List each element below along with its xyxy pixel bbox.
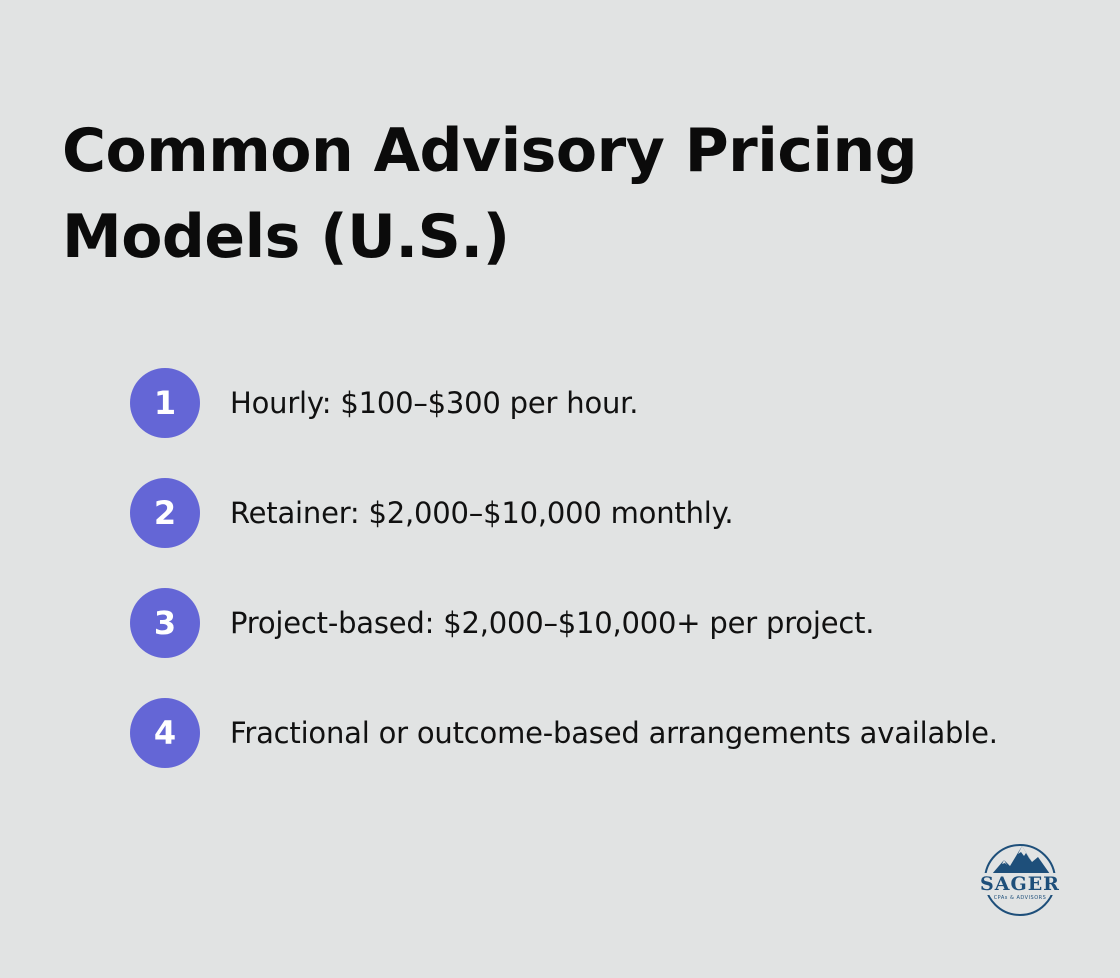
number-badge: 4 bbox=[130, 698, 200, 768]
list-item: 4 Fractional or outcome-based arrangemen… bbox=[130, 698, 998, 768]
list-item: 2 Retainer: $2,000–$10,000 monthly. bbox=[130, 478, 998, 548]
sager-logo: SAGER CPAs & ADVISORS bbox=[972, 840, 1068, 920]
list-item-text: Fractional or outcome-based arrangements… bbox=[230, 716, 998, 750]
logo-wordmark: SAGER bbox=[972, 873, 1068, 895]
list-item-text: Project-based: $2,000–$10,000+ per proje… bbox=[230, 606, 875, 640]
page-title: Common Advisory Pricing Models (U.S.) bbox=[62, 116, 918, 272]
number-badge: 2 bbox=[130, 478, 200, 548]
pricing-models-list: 1 Hourly: $100–$300 per hour. 2 Retainer… bbox=[130, 368, 998, 808]
list-item-text: Retainer: $2,000–$10,000 monthly. bbox=[230, 496, 734, 530]
list-item: 1 Hourly: $100–$300 per hour. bbox=[130, 368, 998, 438]
number-badge: 3 bbox=[130, 588, 200, 658]
logo-tagline: CPAs & ADVISORS bbox=[993, 895, 1047, 901]
list-item: 3 Project-based: $2,000–$10,000+ per pro… bbox=[130, 588, 998, 658]
number-badge: 1 bbox=[130, 368, 200, 438]
list-item-text: Hourly: $100–$300 per hour. bbox=[230, 386, 639, 420]
